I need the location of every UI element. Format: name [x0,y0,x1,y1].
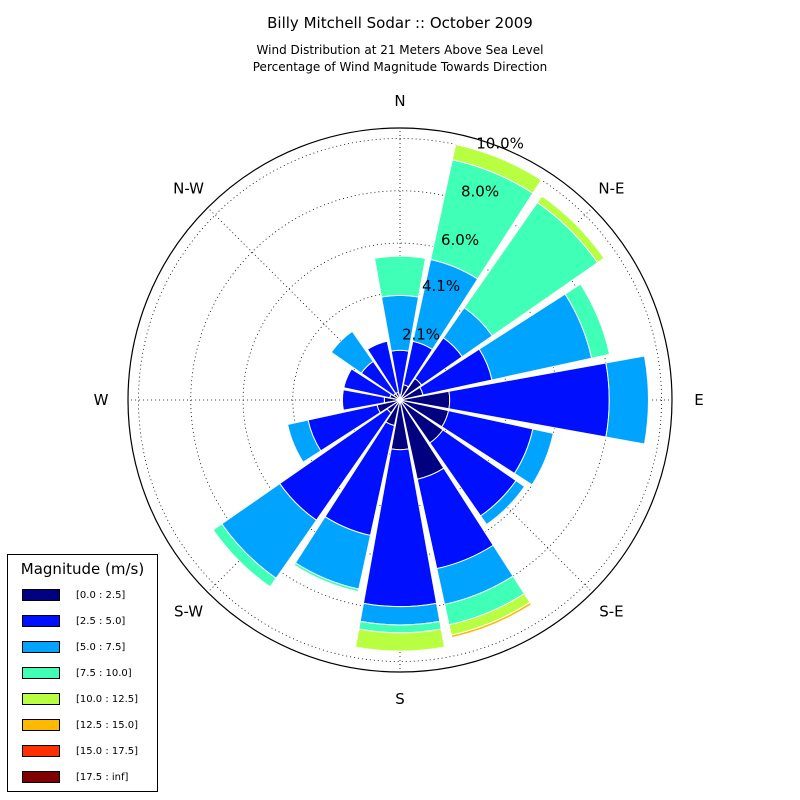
radial-tick-label: 10.0% [476,134,524,152]
wind-bar-wnw-bin-1 [343,368,392,399]
legend-swatch [22,719,60,731]
legend-title: Magnitude (m/s) [20,560,145,578]
legend-entry: [15.0 : 17.5] [22,744,138,758]
grid-spoke [207,207,401,401]
legend-entry: [12.5 : 15.0] [22,718,138,732]
legend-label: [0.0 : 2.5] [76,589,126,601]
radial-tick-label: 6.0% [441,231,479,249]
legend-entry: [10.0 : 12.5] [22,692,138,706]
legend-label: [17.5 : inf] [76,771,129,783]
chart-subtitle-line-1: Wind Distribution at 21 Meters Above Sea… [257,43,544,57]
wind-bar-nne-bin-4 [451,143,542,194]
legend-swatch [22,589,60,601]
wind-bar-n-bin-3 [373,255,427,298]
legend-label: [10.0 : 12.5] [76,693,139,705]
legend-swatch [22,641,60,653]
wind-bar-nw-bin-2 [330,330,374,374]
radial-tick-label: 4.1% [422,277,460,295]
legend-entry: [7.5 : 10.0] [22,666,132,680]
wind-bar-s-bin-4 [354,628,446,652]
wind-bar-se-bin-2 [479,479,526,526]
direction-label: W [94,391,109,409]
legend-label: [15.0 : 17.5] [76,745,139,757]
legend-swatch [22,615,60,627]
direction-label: S [395,690,405,708]
polar-labels: E N-E N N-W W S-W S S-E 2.1% 4.1% 6.0% 8.0% 10.0% [94,92,704,708]
wind-bar-ne-bin-4 [536,195,605,264]
legend-entry: [2.5 : 5.0] [22,614,125,628]
direction-label: N-E [598,180,624,198]
chart-title: Billy Mitchell Sodar :: October 2009 [267,14,533,32]
direction-label: N-W [173,180,204,198]
wind-bar-w-bin-1 [341,389,386,411]
wind-bars [212,143,649,652]
legend-label: [2.5 : 5.0] [76,615,126,627]
wind-bar-wsw-bin-2 [286,419,322,463]
radial-tick-label: 2.1% [402,325,440,343]
legend-swatch [22,745,60,757]
chart-subtitle-line-2: Percentage of Wind Magnitude Towards Dir… [253,60,547,74]
legend-swatch [22,667,60,679]
wind-bar-s-bin-2 [359,602,441,626]
legend-entry: [17.5 : inf] [22,770,128,784]
radial-tick-label: 8.0% [461,183,499,201]
legend-entry: [5.0 : 7.5] [22,640,125,654]
legend: Magnitude (m/s) [0.0 : 2.5] [2.5 : 5.0] [5… [7,554,158,792]
direction-label: N [394,92,405,110]
direction-label: E [694,391,703,409]
legend-label: [7.5 : 10.0] [76,667,132,679]
direction-label: S-W [174,602,203,620]
wind-bar-ssw-bin-3 [293,562,360,593]
wind-bar-ene-bin-3 [564,283,611,359]
wind-bar-ese-bin-2 [513,428,554,486]
wind-bar-e-bin-2 [605,355,649,445]
legend-label: [12.5 : 15.0] [76,719,139,731]
wind-bar-sse-bin-5 [450,601,533,639]
outer-ring [127,127,673,673]
legend-swatch [22,693,60,705]
wind-bar-nnw-bin-1 [366,340,399,395]
direction-label: S-E [599,602,623,620]
legend-swatch [22,771,60,783]
legend-label: [5.0 : 7.5] [76,641,126,653]
grid-ring [138,138,662,662]
legend-entry: [0.0 : 2.5] [22,588,125,602]
wind-bar-sw-bin-3 [212,523,277,588]
